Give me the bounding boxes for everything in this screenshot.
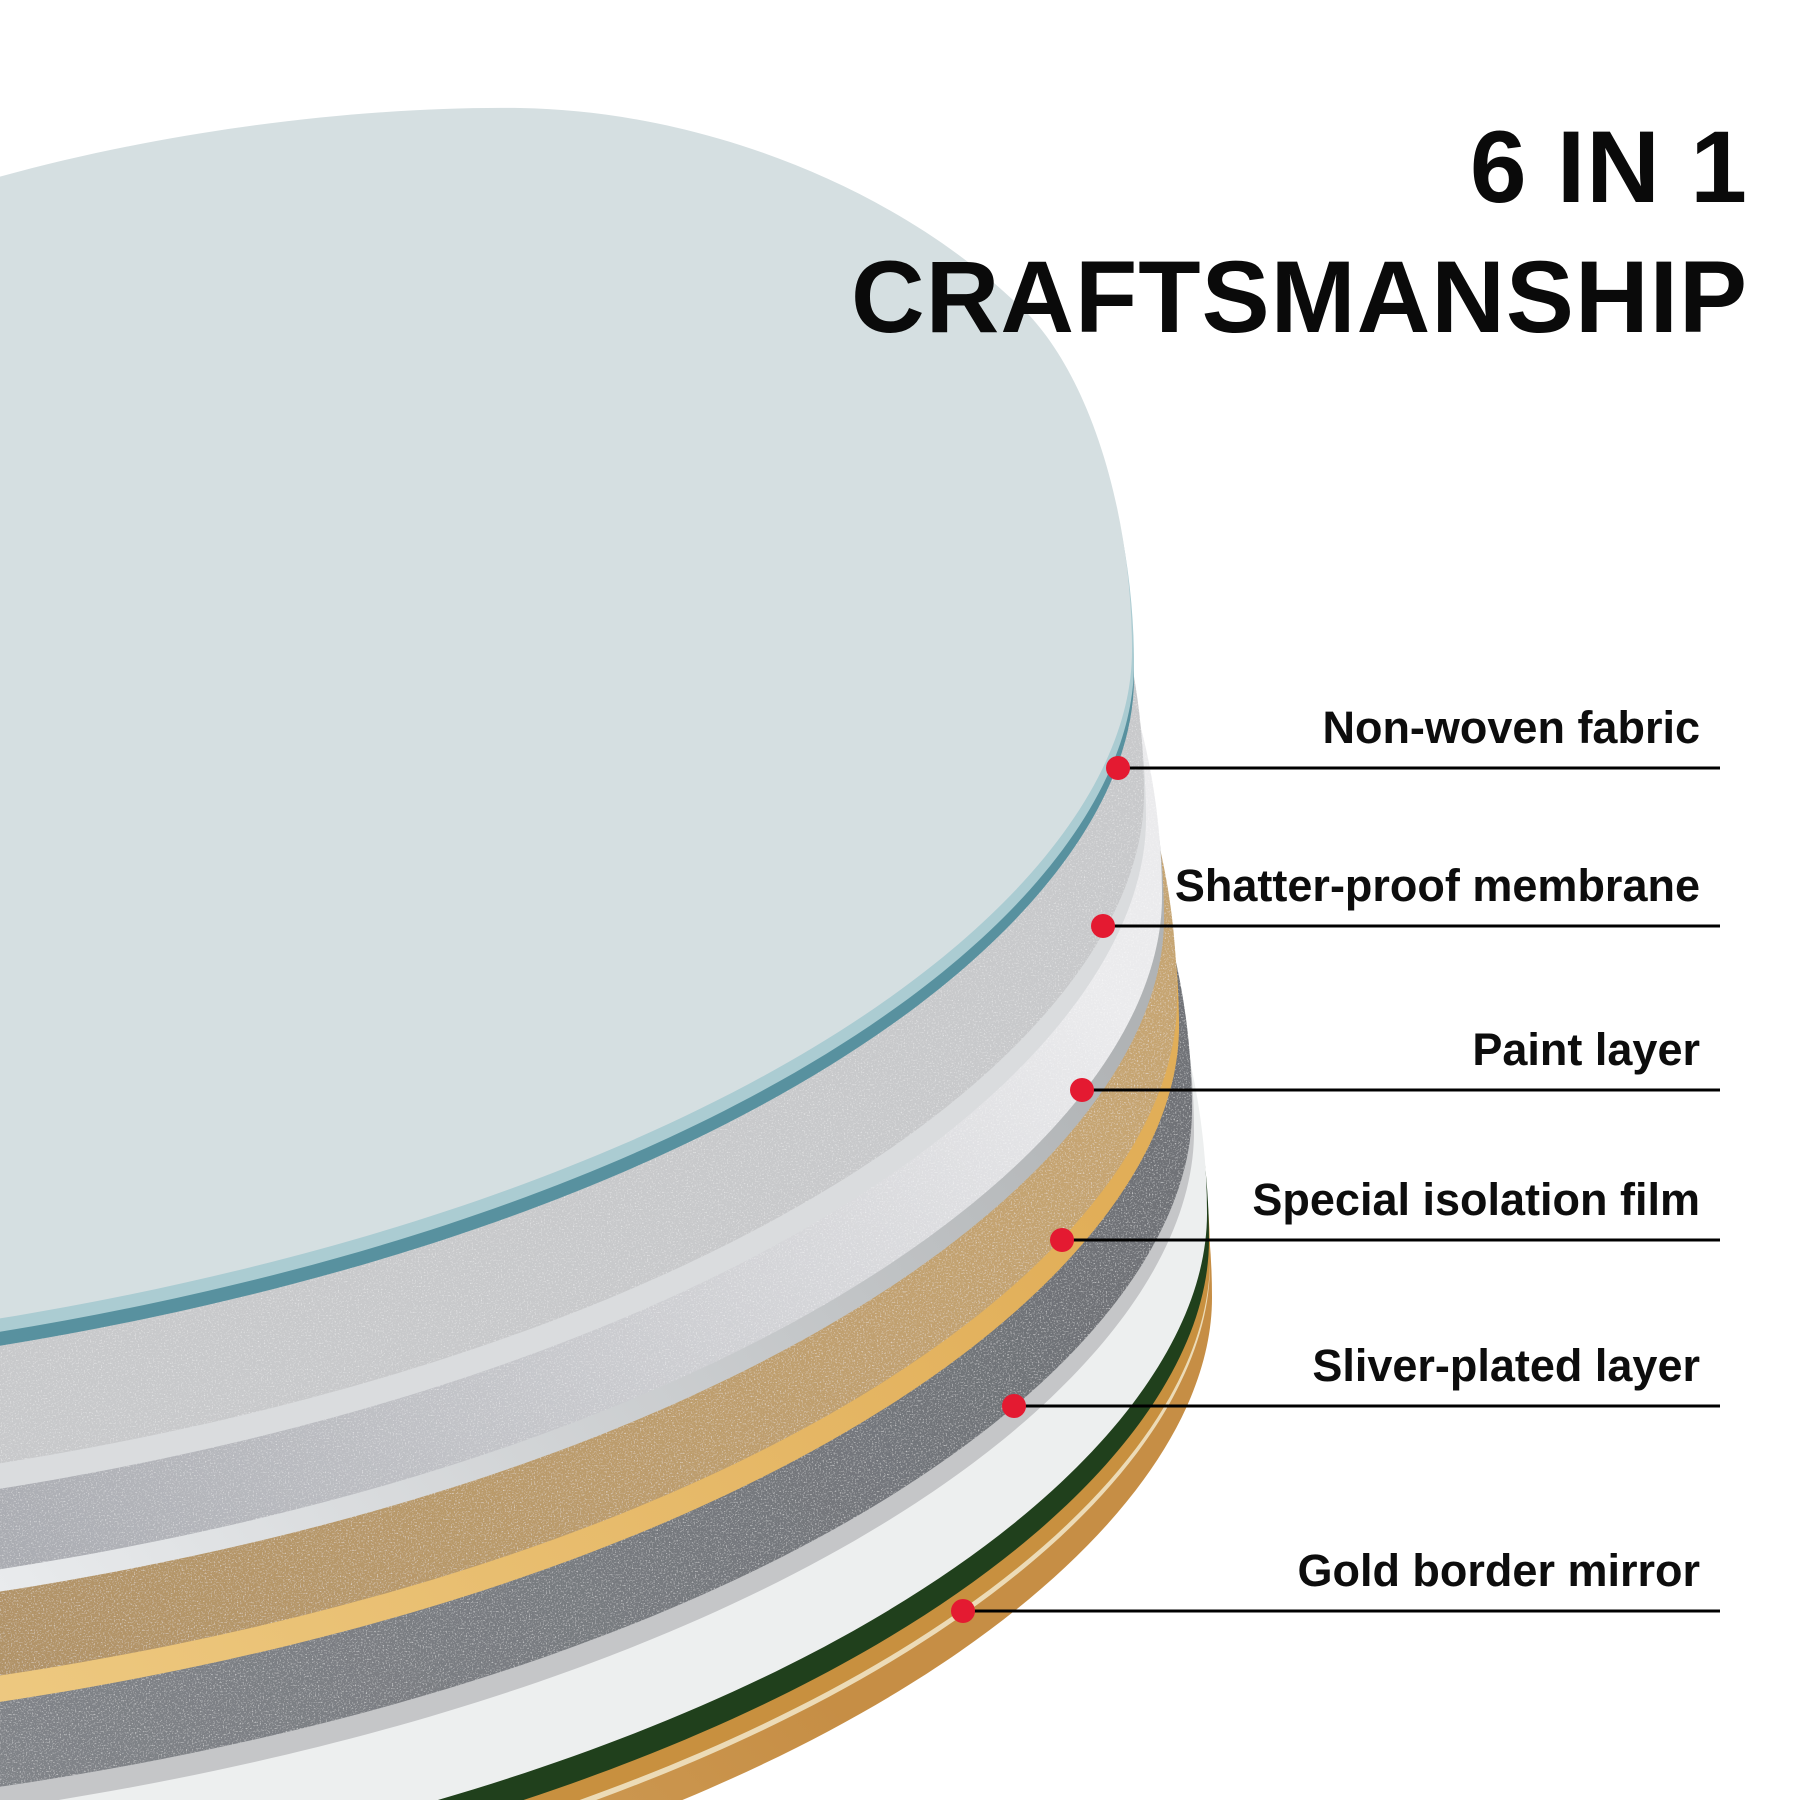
callout-dot-shatter-proof — [1091, 914, 1115, 938]
page-title-line2: CRAFTSMANSHIP — [851, 240, 1748, 354]
page-title-line1: 6 IN 1 — [1469, 110, 1748, 224]
callout-dots — [951, 756, 1130, 1623]
callout-label-sliver-plated-layer: Sliver-plated layer — [1312, 1340, 1700, 1391]
callout-dot-non-woven — [1106, 756, 1130, 780]
callout-label-gold-border-mirror: Gold border mirror — [1297, 1545, 1700, 1596]
leader-lines — [967, 766, 1720, 1613]
callout-label-non-woven-fabric: Non-woven fabric — [1322, 702, 1700, 753]
callout-dot-gold-border — [951, 1599, 975, 1623]
callout-label-special-isolation-film: Special isolation film — [1252, 1174, 1700, 1225]
callout-label-shatter-proof-membrane: Shatter-proof membrane — [1174, 860, 1700, 911]
callout-dot-sliver-plated — [1002, 1394, 1026, 1418]
callout-label-paint-layer: Paint layer — [1472, 1024, 1700, 1075]
callout-dot-isolation — [1050, 1228, 1074, 1252]
page-title: 6 IN 1 CRAFTSMANSHIP — [851, 102, 1748, 362]
callout-dot-paint — [1070, 1078, 1094, 1102]
